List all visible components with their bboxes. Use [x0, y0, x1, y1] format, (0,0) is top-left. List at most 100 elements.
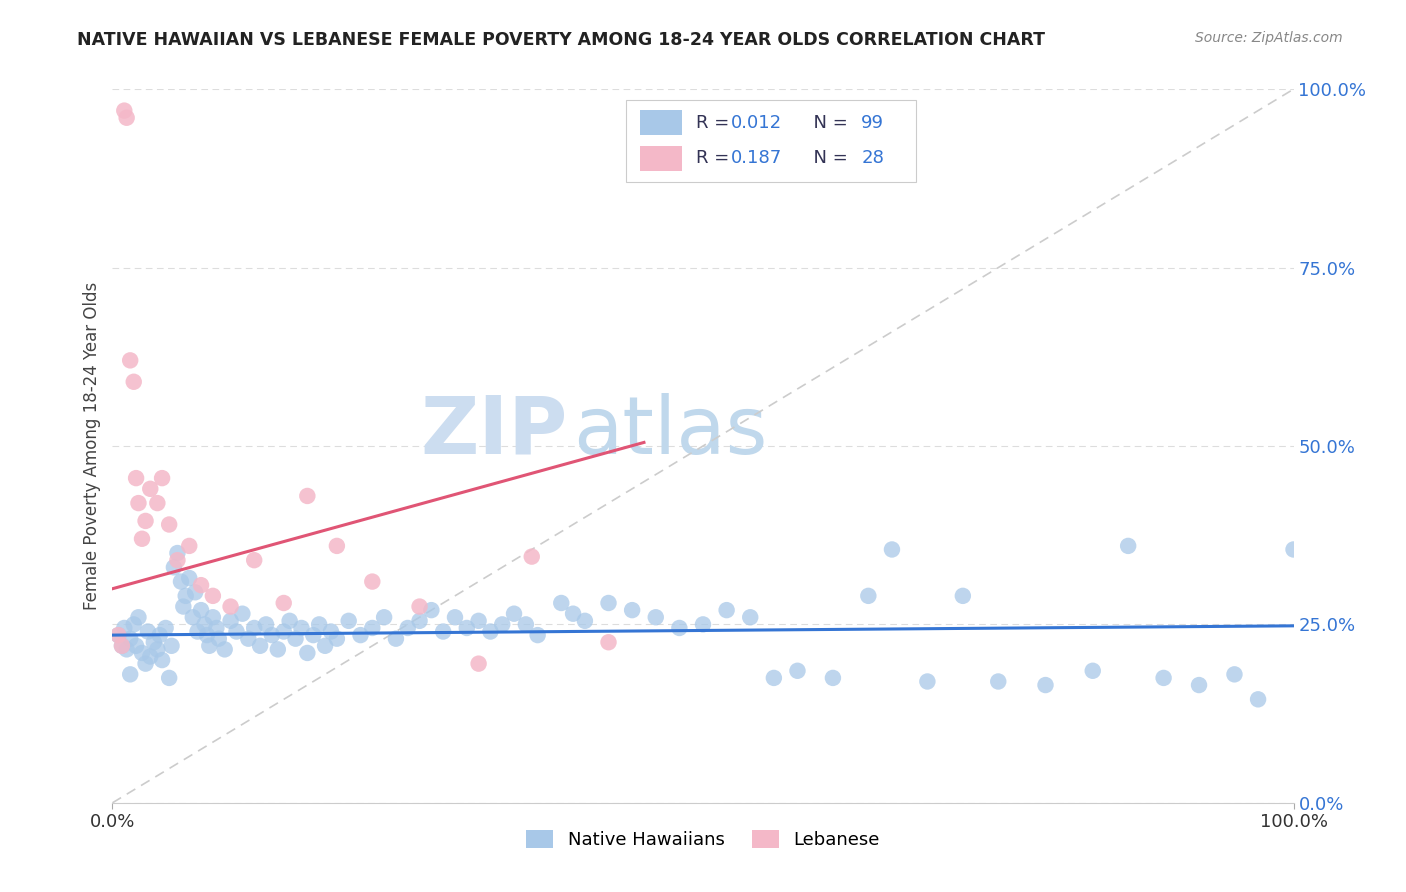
Native Hawaiians	[131, 646, 153, 660]
Text: NATIVE HAWAIIAN VS LEBANESE FEMALE POVERTY AMONG 18-24 YEAR OLDS CORRELATION CHA: NATIVE HAWAIIAN VS LEBANESE FEMALE POVER…	[77, 31, 1045, 49]
Bar	[640, 111, 682, 136]
Native Hawaiians	[184, 585, 207, 599]
Native Hawaiians	[267, 642, 290, 657]
Native Hawaiians	[290, 621, 312, 635]
Native Hawaiians	[122, 617, 145, 632]
Native Hawaiians	[260, 628, 283, 642]
Native Hawaiians	[238, 632, 260, 646]
Lebanese	[111, 639, 134, 653]
Y-axis label: Female Poverty Among 18-24 Year Olds: Female Poverty Among 18-24 Year Olds	[83, 282, 101, 610]
Native Hawaiians	[139, 649, 162, 664]
Text: Source: ZipAtlas.com: Source: ZipAtlas.com	[1195, 31, 1343, 45]
Lebanese	[127, 496, 149, 510]
Native Hawaiians	[243, 621, 266, 635]
Lebanese	[326, 539, 349, 553]
Native Hawaiians	[308, 617, 330, 632]
Native Hawaiians	[195, 628, 218, 642]
Lebanese	[598, 635, 620, 649]
Native Hawaiians	[231, 607, 253, 621]
Native Hawaiians	[190, 603, 212, 617]
Legend: Native Hawaiians, Lebanese: Native Hawaiians, Lebanese	[517, 821, 889, 858]
Lebanese	[273, 596, 295, 610]
Text: 28: 28	[862, 150, 884, 168]
Native Hawaiians	[644, 610, 666, 624]
Native Hawaiians	[142, 635, 165, 649]
Native Hawaiians	[408, 614, 430, 628]
Lebanese	[190, 578, 212, 592]
Native Hawaiians	[361, 621, 384, 635]
Lebanese	[125, 471, 148, 485]
Text: ZIP: ZIP	[420, 392, 567, 471]
Lebanese	[146, 496, 169, 510]
Native Hawaiians	[194, 617, 217, 632]
Native Hawaiians	[550, 596, 572, 610]
Lebanese	[201, 589, 224, 603]
Lebanese	[115, 111, 138, 125]
Lebanese	[157, 517, 180, 532]
Native Hawaiians	[120, 632, 142, 646]
Lebanese	[166, 553, 188, 567]
Native Hawaiians	[112, 621, 135, 635]
Native Hawaiians	[432, 624, 454, 639]
Text: 99: 99	[862, 114, 884, 132]
Lebanese	[112, 103, 135, 118]
Native Hawaiians	[111, 639, 134, 653]
Native Hawaiians	[396, 621, 419, 635]
Native Hawaiians	[198, 639, 221, 653]
Native Hawaiians	[163, 560, 186, 574]
Native Hawaiians	[491, 617, 513, 632]
Native Hawaiians	[208, 632, 231, 646]
Native Hawaiians	[858, 589, 880, 603]
Native Hawaiians	[337, 614, 360, 628]
Native Hawaiians	[297, 646, 319, 660]
Native Hawaiians	[107, 628, 129, 642]
Native Hawaiians	[740, 610, 762, 624]
Native Hawaiians	[1035, 678, 1057, 692]
Native Hawaiians	[668, 621, 690, 635]
Lebanese	[408, 599, 430, 614]
Native Hawaiians	[150, 653, 173, 667]
Native Hawaiians	[127, 610, 149, 624]
Lebanese	[120, 353, 142, 368]
Text: N =: N =	[803, 114, 853, 132]
Text: N =: N =	[803, 150, 853, 168]
Text: atlas: atlas	[574, 392, 768, 471]
Lebanese	[122, 375, 145, 389]
Native Hawaiians	[157, 671, 180, 685]
Native Hawaiians	[456, 621, 478, 635]
Lebanese	[135, 514, 157, 528]
Native Hawaiians	[326, 632, 349, 646]
Native Hawaiians	[515, 617, 537, 632]
Native Hawaiians	[1247, 692, 1270, 706]
Native Hawaiians	[273, 624, 295, 639]
Lebanese	[139, 482, 162, 496]
Native Hawaiians	[201, 610, 224, 624]
Native Hawaiians	[314, 639, 336, 653]
Text: 0.187: 0.187	[731, 150, 783, 168]
Native Hawaiians	[302, 628, 325, 642]
Native Hawaiians	[135, 657, 157, 671]
Native Hawaiians	[170, 574, 193, 589]
Native Hawaiians	[786, 664, 808, 678]
Native Hawaiians	[1223, 667, 1246, 681]
Native Hawaiians	[1116, 539, 1139, 553]
Native Hawaiians	[172, 599, 194, 614]
Native Hawaiians	[1081, 664, 1104, 678]
Native Hawaiians	[160, 639, 183, 653]
Native Hawaiians	[479, 624, 502, 639]
Native Hawaiians	[692, 617, 714, 632]
Native Hawaiians	[821, 671, 844, 685]
Lebanese	[107, 628, 129, 642]
Native Hawaiians	[1153, 671, 1175, 685]
Native Hawaiians	[254, 617, 277, 632]
Native Hawaiians	[598, 596, 620, 610]
Native Hawaiians	[562, 607, 585, 621]
Lebanese	[467, 657, 489, 671]
Native Hawaiians	[179, 571, 201, 585]
Lebanese	[131, 532, 153, 546]
Text: R =: R =	[696, 150, 735, 168]
Native Hawaiians	[115, 642, 138, 657]
Bar	[640, 146, 682, 171]
Native Hawaiians	[385, 632, 408, 646]
Native Hawaiians	[467, 614, 489, 628]
